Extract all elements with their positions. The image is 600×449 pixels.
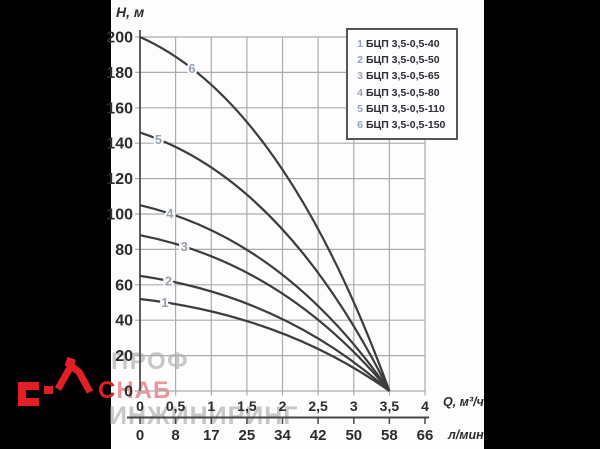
legend-item: 5 БЦП 3,5-0,5-110 — [355, 101, 456, 117]
legend-item: 3 БЦП 3,5-0,5-65 — [355, 68, 456, 84]
watermark-engineering: ИНЖИНИРИНГ — [109, 402, 299, 430]
legend-item: 4 БЦП 3,5-0,5-80 — [355, 85, 456, 101]
y-tick-label: 20 — [115, 348, 133, 365]
legend-item-label: БЦП 3,5-0,5-150 — [366, 119, 446, 132]
logo-dot-icon — [44, 386, 53, 394]
x-tick-label-m3h: 1 — [207, 398, 215, 414]
x-tick-label-m3h: 3,5 — [380, 398, 400, 414]
x-axis-title-m3h: Q, м³/ч — [443, 395, 484, 409]
curve-number-label: 4 — [166, 206, 174, 221]
pump-curve-2 — [139, 274, 391, 392]
legend-item-label: БЦП 3,5-0,5-50 — [366, 54, 440, 67]
curve-number-label: 5 — [155, 132, 162, 147]
x-tick-label-lmin: 25 — [239, 427, 256, 444]
x-tick-label-m3h: 2 — [279, 398, 287, 414]
x-tick-label-m3h: 0 — [136, 398, 144, 414]
x-tick-label-lmin: 8 — [171, 427, 179, 444]
y-tick-label: 140 — [106, 136, 133, 153]
legend-item-number: 5 — [357, 102, 363, 115]
x-tick-label-lmin: 42 — [310, 427, 327, 444]
legend-item-label: БЦП 3,5-0,5-110 — [366, 102, 445, 115]
legend-item-label: БЦП 3,5-0,5-65 — [366, 70, 440, 83]
y-tick-label: 160 — [106, 100, 133, 117]
logo-arrow-icon — [54, 360, 94, 394]
x-tick-label-lmin: 50 — [345, 427, 362, 444]
curve-number-label: 3 — [181, 239, 188, 254]
legend-item-number: 2 — [357, 54, 363, 67]
pump-curve-6 — [139, 35, 391, 392]
legend-item-number: 4 — [357, 86, 363, 99]
legend-item-number: 3 — [357, 70, 363, 83]
y-tick-label: 40 — [115, 313, 133, 330]
curve-number-label: 2 — [165, 273, 172, 288]
x-tick-label-m3h: 0,5 — [166, 398, 186, 414]
brand-logo — [18, 356, 94, 406]
watermark-snab-letter-on-black: С — [98, 377, 117, 404]
legend-item: 2 БЦП 3,5-0,5-50 — [355, 52, 456, 68]
logo-bracket-icon — [18, 382, 39, 406]
pump-curve-1 — [139, 297, 391, 392]
legend-item-number: 1 — [357, 38, 363, 50]
legend-item-number: 6 — [357, 119, 363, 132]
legend-item-label: БЦП 3,5-0,5-40 — [366, 38, 440, 50]
x-tick-label-lmin: 66 — [417, 427, 434, 444]
y-tick-label: 80 — [115, 242, 133, 259]
curve-number-label: 6 — [188, 61, 195, 76]
y-tick-label: 0 — [124, 384, 133, 401]
y-tick-label: 100 — [106, 207, 133, 224]
legend-item-label: БЦП 3,5-0,5-80 — [366, 86, 440, 99]
pump-curve-3 — [139, 234, 391, 392]
legend-box: 1 БЦП 3,5-0,5-40 2 БЦП 3,5-0,5-50 3 БЦП 3,5… — [346, 28, 458, 140]
curve-number-label: 1 — [161, 295, 168, 310]
x-tick-label-m3h: 2,5 — [308, 398, 328, 414]
pump-curve-5 — [139, 131, 391, 392]
x-tick-label-lmin: 58 — [381, 427, 398, 444]
x-tick-label-m3h: 4 — [421, 398, 429, 414]
y-tick-label: 120 — [106, 171, 133, 188]
pump-curve-4 — [139, 204, 391, 392]
watermark-prof: ПРОФ — [111, 348, 190, 375]
legend-item: 1 БЦП 3,5-0,5-40 — [355, 36, 456, 52]
logo-apex-icon — [64, 356, 76, 369]
x-tick-label-lmin: 34 — [274, 427, 291, 444]
x-tick-label-m3h: 3 — [350, 398, 358, 414]
y-tick-label: 180 — [106, 65, 133, 82]
x-tick-label-lmin: 0 — [136, 427, 144, 444]
x-tick-label-m3h: 1,5 — [237, 398, 257, 414]
x-axis-title-lmin: л/мин — [448, 428, 484, 442]
y-axis-title: Н, м — [116, 4, 145, 20]
legend-item: 6 БЦП 3,5-0,5-150 — [355, 117, 456, 133]
y-tick-label: 200 — [106, 30, 133, 47]
y-tick-label: 60 — [115, 277, 133, 294]
x-tick-label-lmin: 17 — [203, 427, 220, 444]
